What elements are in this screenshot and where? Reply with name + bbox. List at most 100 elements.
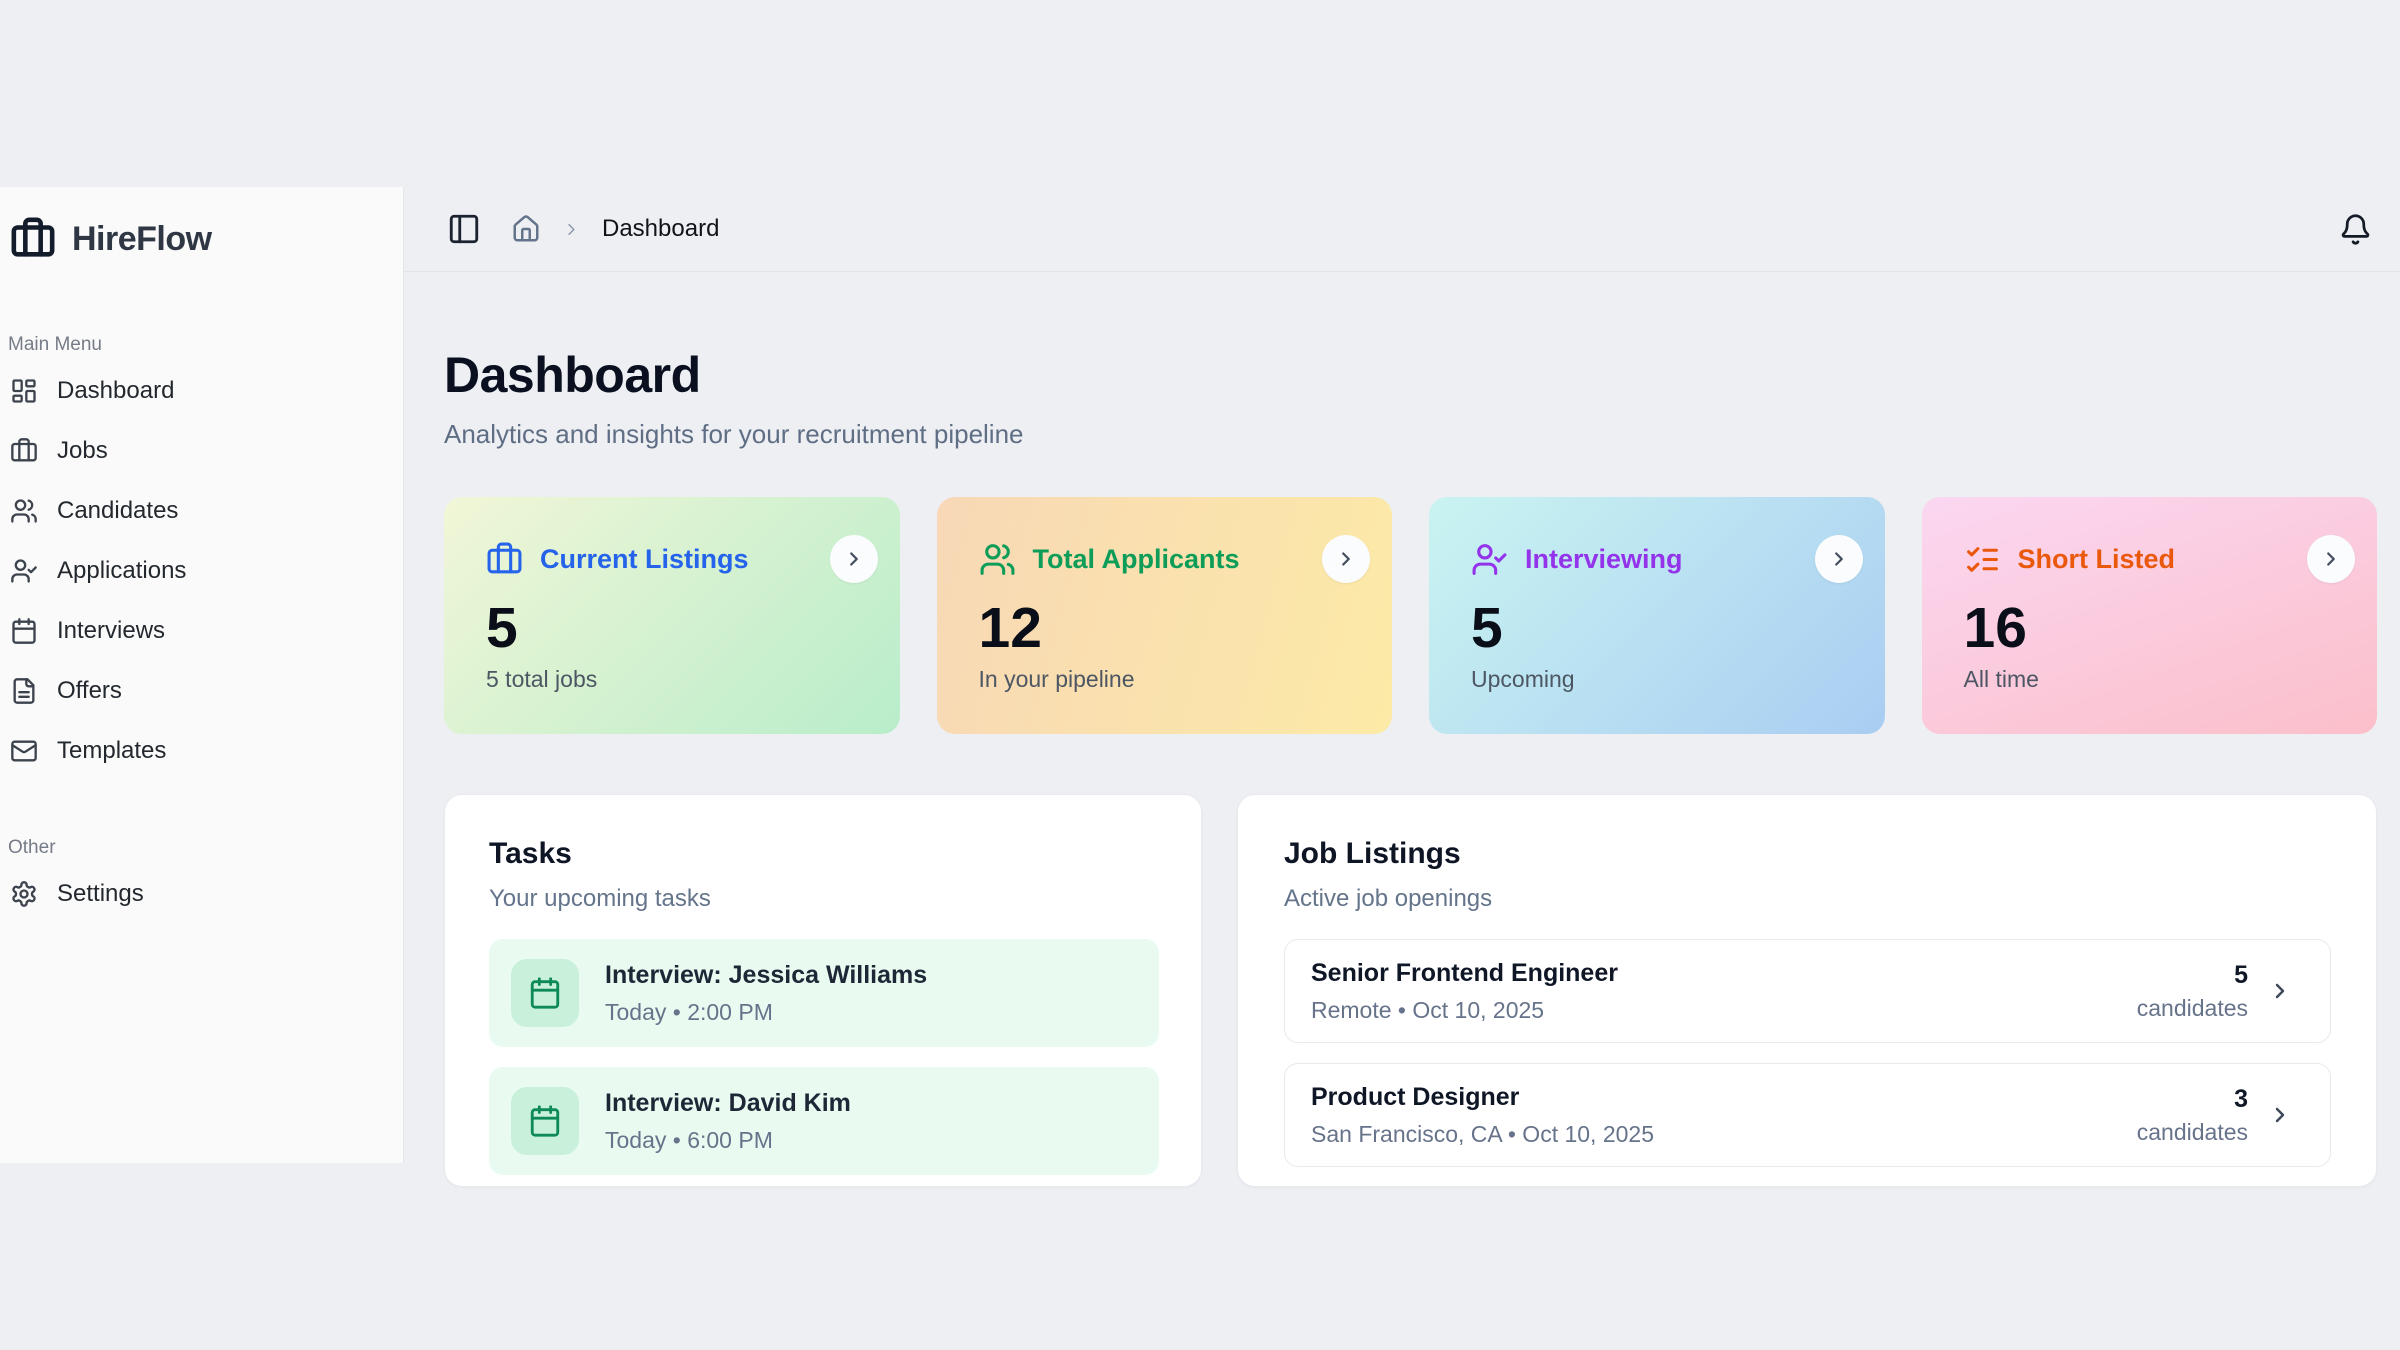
task-item[interactable]: Interview: David Kim Today • 6:00 PM bbox=[489, 1067, 1159, 1175]
job-candidate-count: 5 bbox=[2234, 960, 2248, 989]
sidebar-item-templates[interactable]: Templates bbox=[8, 726, 389, 776]
stat-value: 5 bbox=[1471, 596, 1503, 660]
stat-card-short-listed[interactable]: Short Listed 16 All time bbox=[1921, 497, 2377, 734]
calendar-icon bbox=[511, 959, 579, 1027]
stat-label: Total Applicants bbox=[1032, 543, 1240, 574]
chevron-right-icon bbox=[2327, 552, 2335, 566]
page-title: Dashboard bbox=[444, 347, 701, 403]
bottom-row: Tasks Your upcoming tasks Interview: Jes… bbox=[444, 794, 2377, 1187]
tasks-subtitle: Your upcoming tasks bbox=[489, 885, 711, 912]
sidebar-item-label: Jobs bbox=[57, 437, 108, 464]
gear-icon bbox=[10, 880, 38, 908]
sidebar-item-settings[interactable]: Settings bbox=[8, 869, 389, 919]
layout-dashboard-icon bbox=[10, 377, 38, 405]
task-title: Interview: Jessica Williams bbox=[605, 960, 928, 989]
stat-value: 16 bbox=[1963, 596, 2027, 660]
stat-caption: In your pipeline bbox=[978, 665, 1135, 692]
sidebar-item-label: Templates bbox=[57, 737, 167, 764]
stat-card-header: Current Listings bbox=[486, 535, 878, 583]
stat-caption: 5 total jobs bbox=[486, 665, 598, 692]
briefcase-icon bbox=[487, 542, 522, 573]
briefcase-icon bbox=[10, 437, 38, 465]
stat-card-header: Interviewing bbox=[1471, 535, 1863, 583]
sidebar-item-label: Dashboard bbox=[57, 377, 175, 404]
stat-open-button[interactable] bbox=[2307, 535, 2355, 583]
task-meta: Today • 6:00 PM bbox=[605, 1126, 773, 1153]
main-content: Dashboard Analytics and insights for you… bbox=[404, 272, 2400, 1350]
sidebar-item-label: Applications bbox=[57, 557, 187, 584]
tasks-title: Tasks bbox=[489, 837, 572, 870]
task-texts: Interview: David Kim Today • 6:00 PM bbox=[605, 1089, 851, 1154]
sidebar-item-offers[interactable]: Offers bbox=[8, 666, 389, 716]
user-check-icon bbox=[10, 557, 38, 585]
stat-label: Current Listings bbox=[540, 543, 749, 574]
tasks-card: Tasks Your upcoming tasks Interview: Jes… bbox=[444, 794, 1202, 1187]
job-texts: Senior Frontend Engineer Remote • Oct 10… bbox=[1311, 959, 1618, 1024]
task-texts: Interview: Jessica Williams Today • 2:00… bbox=[605, 961, 927, 1026]
task-item[interactable]: Interview: Jessica Williams Today • 2:00… bbox=[489, 939, 1159, 1047]
sidebar-toggle-button[interactable] bbox=[447, 212, 481, 246]
breadcrumb-current: Dashboard bbox=[602, 215, 720, 242]
job-listings-subtitle: Active job openings bbox=[1284, 885, 1493, 912]
breadcrumb-chevron-right-icon bbox=[562, 220, 581, 239]
chevron-right-icon bbox=[1342, 552, 1350, 566]
job-candidate-count: 3 bbox=[2234, 1084, 2248, 1113]
stat-value: 5 bbox=[486, 596, 518, 660]
sidebar-section-label-main: Main Menu bbox=[8, 334, 102, 355]
home-breadcrumb-button[interactable] bbox=[511, 214, 541, 244]
job-title: Product Designer bbox=[1311, 1082, 1520, 1111]
stat-label: Short Listed bbox=[2017, 543, 2176, 574]
task-title: Interview: David Kim bbox=[605, 1088, 851, 1117]
job-title: Senior Frontend Engineer bbox=[1311, 958, 1618, 987]
job-listings-card: Job Listings Active job openings Senior … bbox=[1237, 794, 2377, 1187]
sidebar-item-interviews[interactable]: Interviews bbox=[8, 606, 389, 656]
sidebar-item-label: Settings bbox=[57, 880, 144, 907]
job-candidates: 5 candidates bbox=[2137, 961, 2248, 1022]
job-row[interactable]: Senior Frontend Engineer Remote • Oct 10… bbox=[1284, 939, 2331, 1043]
chevron-right-icon bbox=[2268, 979, 2292, 1003]
sidebar: HireFlow Main Menu Dashboard Jobs Candid… bbox=[0, 187, 404, 1163]
job-candidates: 3 candidates bbox=[2137, 1085, 2248, 1146]
app-name: HireFlow bbox=[72, 219, 212, 258]
calendar-icon bbox=[10, 617, 38, 645]
stat-caption: All time bbox=[1963, 665, 2039, 692]
stat-label: Interviewing bbox=[1525, 543, 1683, 574]
sidebar-item-label: Offers bbox=[57, 677, 122, 704]
stat-card-total-applicants[interactable]: Total Applicants 12 In your pipeline bbox=[936, 497, 1392, 734]
sidebar-item-candidates[interactable]: Candidates bbox=[8, 486, 389, 536]
sidebar-item-jobs[interactable]: Jobs bbox=[8, 426, 389, 476]
stat-open-button[interactable] bbox=[1322, 535, 1370, 583]
sidebar-item-applications[interactable]: Applications bbox=[8, 546, 389, 596]
bell-icon[interactable] bbox=[2339, 213, 2372, 246]
users-icon bbox=[980, 543, 1014, 575]
file-text-icon bbox=[10, 677, 38, 705]
stat-card-header: Short Listed bbox=[1964, 535, 2355, 583]
users-icon bbox=[10, 497, 38, 525]
user-check-icon bbox=[1472, 543, 1507, 575]
sidebar-item-label: Interviews bbox=[57, 617, 166, 644]
stat-open-button[interactable] bbox=[1814, 535, 1863, 583]
stat-caption: Upcoming bbox=[1471, 665, 1575, 692]
sidebar-item-label: Candidates bbox=[57, 497, 179, 524]
mail-icon bbox=[10, 737, 38, 765]
calendar-icon bbox=[511, 1087, 579, 1155]
stat-value: 12 bbox=[978, 596, 1042, 660]
sidebar-item-dashboard[interactable]: Dashboard bbox=[8, 366, 389, 416]
app-logo: HireFlow bbox=[8, 211, 389, 267]
job-listings-title: Job Listings bbox=[1284, 837, 1461, 870]
stat-card-interviewing[interactable]: Interviewing 5 Upcoming bbox=[1429, 497, 1885, 734]
job-texts: Product Designer San Francisco, CA • Oct… bbox=[1311, 1083, 1654, 1148]
stat-card-current-listings[interactable]: Current Listings 5 5 total jobs bbox=[444, 497, 900, 734]
job-row[interactable]: Product Designer San Francisco, CA • Oct… bbox=[1284, 1063, 2331, 1167]
chevron-right-icon bbox=[1834, 552, 1843, 566]
stat-open-button[interactable] bbox=[829, 535, 878, 583]
job-candidate-label: candidates bbox=[2136, 1118, 2248, 1145]
job-meta: San Francisco, CA • Oct 10, 2025 bbox=[1311, 1120, 1655, 1147]
topbar: Dashboard bbox=[404, 187, 2400, 272]
job-meta: Remote • Oct 10, 2025 bbox=[1311, 996, 1545, 1023]
page-subtitle: Analytics and insights for your recruitm… bbox=[444, 419, 1024, 449]
chevron-right-icon bbox=[849, 552, 858, 566]
chevron-right-icon bbox=[2268, 1103, 2292, 1127]
stat-card-header: Total Applicants bbox=[979, 535, 1370, 583]
